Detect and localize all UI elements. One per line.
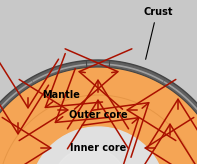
Text: Crust: Crust (143, 7, 173, 17)
Text: Mantle: Mantle (42, 90, 80, 100)
Text: Outer core: Outer core (69, 110, 127, 120)
Polygon shape (0, 60, 197, 164)
Circle shape (53, 148, 127, 164)
Circle shape (30, 127, 166, 164)
Text: Inner core: Inner core (70, 143, 126, 153)
Polygon shape (0, 67, 197, 164)
